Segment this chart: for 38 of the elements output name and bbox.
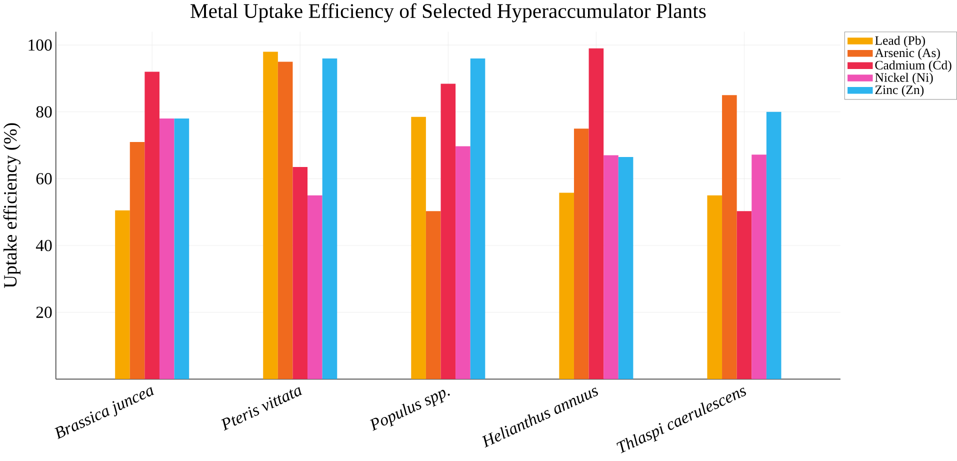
bar xyxy=(752,154,766,379)
bar xyxy=(263,52,278,379)
bar xyxy=(278,62,293,379)
bar xyxy=(130,142,145,379)
bar xyxy=(456,146,470,379)
bar xyxy=(426,210,441,379)
x-tick-label: Pteris vittata xyxy=(221,386,302,430)
bar xyxy=(559,192,574,379)
bar xyxy=(574,128,589,379)
bar xyxy=(604,155,618,379)
y-tick-label: 40 xyxy=(36,240,52,251)
bar xyxy=(292,166,308,379)
bar xyxy=(308,195,322,379)
bar xyxy=(722,94,737,379)
bar xyxy=(322,58,338,379)
y-tick-label: 80 xyxy=(36,106,52,118)
legend-label: Lead (Pb) xyxy=(875,36,925,48)
bar xyxy=(115,210,130,379)
bar xyxy=(144,72,160,379)
bar xyxy=(707,195,722,379)
bar xyxy=(411,116,426,379)
bar xyxy=(174,118,190,379)
y-axis-title: Uptake efficiency (%) xyxy=(3,123,20,288)
bar xyxy=(159,118,174,379)
bar xyxy=(736,210,752,379)
y-tick-label: 20 xyxy=(36,306,52,318)
bar xyxy=(766,112,782,379)
chart-title: Metal Uptake Efficiency of Selected Hyperaccumulator Plants xyxy=(190,3,706,22)
legend-label: Arsenic (As) xyxy=(874,48,940,60)
bar xyxy=(440,84,456,379)
y-tick-label: 100 xyxy=(28,39,52,50)
bar xyxy=(470,58,486,379)
bar xyxy=(588,48,604,379)
legend-label: Zinc (Zn) xyxy=(875,84,924,97)
bar xyxy=(618,156,634,379)
legend-label: Nickel (Ni) xyxy=(875,72,933,84)
legend-label: Cadmium (Cd) xyxy=(875,60,952,72)
y-tick-label: 60 xyxy=(36,172,52,184)
